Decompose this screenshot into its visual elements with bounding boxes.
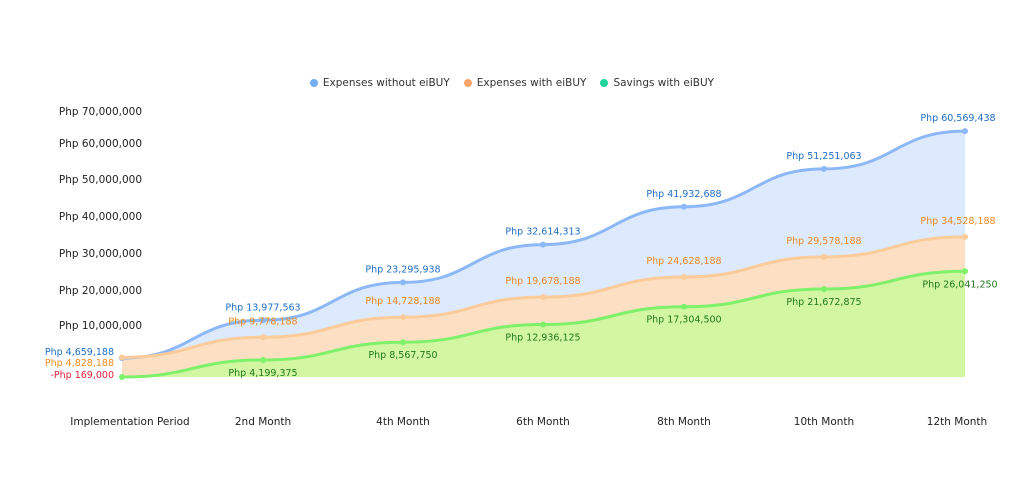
data-point <box>962 128 968 135</box>
data-point <box>681 303 687 310</box>
data-point <box>119 374 125 380</box>
data-label: Php 60,569,438 <box>920 113 995 124</box>
data-label: Php 29,578,188 <box>786 236 861 247</box>
legend-item[interactable]: Expenses without eiBUY <box>309 77 450 89</box>
data-point <box>260 356 266 363</box>
data-label: Php 26,041,250 <box>922 279 997 290</box>
y-tick-label: Php 60,000,000 <box>59 138 142 150</box>
x-tick-label: 6th Month <box>516 416 570 428</box>
area-2 <box>122 271 965 377</box>
x-tick-label: 2nd Month <box>235 416 291 428</box>
data-label: Php 24,628,188 <box>646 256 721 267</box>
y-tick-label: Php 50,000,000 <box>59 174 142 186</box>
data-label: Php 12,936,125 <box>505 332 580 343</box>
data-point <box>400 279 406 286</box>
data-point <box>962 268 968 275</box>
x-tick-label: Implementation Period <box>70 416 189 428</box>
legend-dot-icon <box>309 79 318 87</box>
data-label: Php 19,678,188 <box>505 276 580 287</box>
legend-dot-icon <box>600 79 609 87</box>
data-point <box>821 253 827 260</box>
data-point <box>540 294 546 301</box>
data-point <box>260 334 266 341</box>
data-point <box>962 233 968 240</box>
x-tick-label: 10th Month <box>794 416 854 428</box>
data-point <box>681 203 687 210</box>
y-tick-label: Php 70,000,000 <box>59 106 142 118</box>
y-tick-label: Php 20,000,000 <box>59 285 142 297</box>
data-label: Php 51,251,063 <box>786 151 861 162</box>
legend-dot-icon <box>463 79 472 87</box>
legend-label: Savings with eiBUY <box>613 77 715 89</box>
data-label: Php 4,828,188 <box>45 358 114 369</box>
data-point <box>119 354 125 361</box>
data-point <box>260 317 266 324</box>
data-label: Php 17,304,500 <box>646 315 721 326</box>
data-label: Php 34,528,188 <box>920 216 995 227</box>
data-point <box>400 314 406 321</box>
data-point <box>540 241 546 248</box>
y-tick-label: Php 30,000,000 <box>59 248 142 260</box>
data-point <box>681 274 687 281</box>
legend-label: Expenses with eiBUY <box>476 77 587 89</box>
x-tick-label: 12th Month <box>927 416 987 428</box>
legend-label: Expenses without eiBUY <box>322 77 450 89</box>
y-tick-label: Php 40,000,000 <box>59 211 142 223</box>
legend-item[interactable]: Savings with eiBUY <box>600 77 714 89</box>
data-label: Php 4,659,188 <box>45 347 114 358</box>
data-label: Php 21,672,875 <box>786 297 861 308</box>
data-point <box>540 321 546 328</box>
data-label: -Php 169,000 <box>50 370 114 381</box>
x-tick-label: 4th Month <box>376 416 430 428</box>
data-label: Php 9,778,188 <box>228 316 297 327</box>
data-point <box>821 286 827 293</box>
data-label: Php 41,932,688 <box>646 189 721 200</box>
y-tick-label: Php 10,000,000 <box>59 320 142 332</box>
data-label: Php 14,728,188 <box>365 296 440 307</box>
data-point <box>400 339 406 346</box>
legend-item[interactable]: Expenses with eiBUY <box>463 77 587 89</box>
data-label: Php 32,614,313 <box>505 227 580 238</box>
legend: Expenses without eiBUY Expenses with eiBU… <box>0 77 1024 89</box>
data-label: Php 23,295,938 <box>365 264 440 275</box>
data-label: Php 4,199,375 <box>228 368 297 379</box>
data-label: Php 8,567,750 <box>368 350 437 361</box>
data-point <box>821 165 827 172</box>
data-label: Php 13,977,563 <box>225 302 300 313</box>
x-tick-label: 8th Month <box>657 416 711 428</box>
